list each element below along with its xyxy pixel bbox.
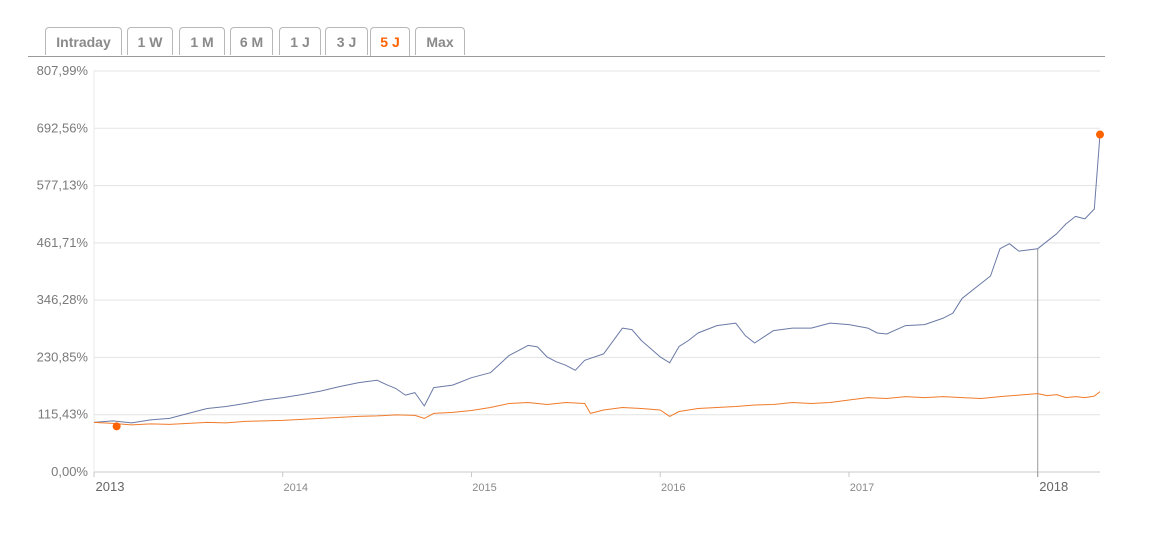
tab-intraday[interactable]: Intraday xyxy=(45,27,122,55)
tab-max[interactable]: Max xyxy=(415,27,465,55)
tab-6m[interactable]: 6 M xyxy=(230,27,273,55)
x-axis: 2013 2014 2015 2016 2017 2018 xyxy=(93,472,1068,494)
series-end-marker xyxy=(112,422,121,431)
series-line-1 xyxy=(93,391,1101,426)
tab-5j[interactable]: 5 J xyxy=(370,27,410,57)
tabs-underline xyxy=(28,56,1105,57)
y-tick-label: 346,28% xyxy=(37,292,89,307)
y-axis: 807,99% 692,56% 577,13% 461,71% 346,28% 230,8… xyxy=(37,63,95,479)
tab-1w[interactable]: 1 W xyxy=(127,27,173,55)
x-tick-label: 2017 xyxy=(850,482,874,494)
chart-grid xyxy=(94,70,1100,473)
tab-1m[interactable]: 1 M xyxy=(179,27,225,55)
series-end-marker xyxy=(1096,130,1104,139)
tab-3j[interactable]: 3 J xyxy=(325,27,368,55)
series-line-0 xyxy=(93,134,1101,424)
x-tick-label: 2018 xyxy=(1039,479,1068,494)
y-tick-label: 0,00% xyxy=(51,464,88,479)
tab-1j[interactable]: 1 J xyxy=(279,27,321,55)
x-tick-label: 2013 xyxy=(96,479,125,494)
y-tick-label: 692,56% xyxy=(37,120,89,135)
chart-series xyxy=(93,134,1101,426)
x-tick-label: 2014 xyxy=(284,482,308,494)
y-tick-label: 461,71% xyxy=(37,235,89,250)
y-tick-label: 115,43% xyxy=(38,407,89,422)
chart-markers xyxy=(112,130,1104,431)
x-tick-label: 2016 xyxy=(661,482,685,494)
y-tick-label: 577,13% xyxy=(37,178,89,193)
x-tick-label: 2015 xyxy=(472,482,496,494)
y-tick-label: 807,99% xyxy=(37,63,89,78)
y-tick-label: 230,85% xyxy=(37,349,89,364)
